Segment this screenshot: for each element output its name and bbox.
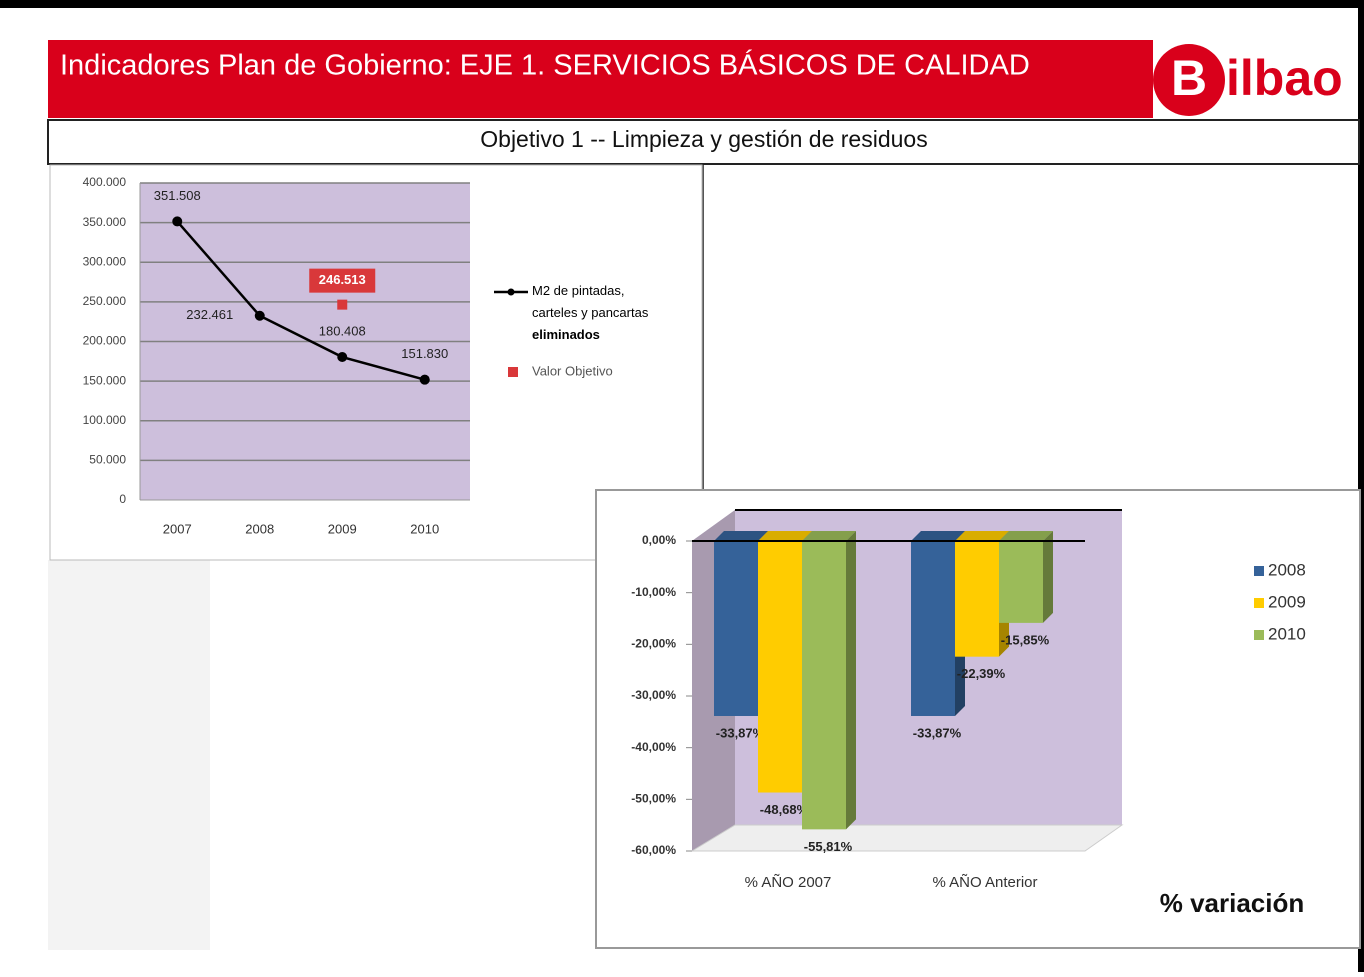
y-tick-label: 350.000 xyxy=(83,215,127,229)
y-tick-label: 100.000 xyxy=(83,413,127,427)
x-tick-label: % AÑO Anterior xyxy=(932,874,1037,891)
bar-top xyxy=(714,531,768,541)
data-label: 180.408 xyxy=(319,323,366,338)
bar-side xyxy=(846,531,856,830)
y-tick-label: -10,00% xyxy=(631,585,676,599)
legend-label: 2008 xyxy=(1268,560,1306,579)
data-label: 351.508 xyxy=(154,188,201,203)
y-tick-label: 150.000 xyxy=(83,373,127,387)
data-label: -55,81% xyxy=(804,839,853,854)
x-tick-label: 2010 xyxy=(410,521,439,536)
floor xyxy=(690,824,1124,852)
legend-label: 2010 xyxy=(1268,624,1306,643)
y-tick-label: -60,00% xyxy=(631,843,676,857)
logo-initial: B xyxy=(1171,50,1207,106)
legend-label: M2 de pintadas, carteles y pancartas elimi… xyxy=(532,283,649,342)
bar-top xyxy=(999,531,1053,541)
logo-text: ilbao xyxy=(1226,50,1343,106)
y-tick-label: 50.000 xyxy=(89,453,126,467)
legend-label: Valor Objetivo xyxy=(532,363,613,378)
right-border xyxy=(1358,0,1364,972)
bar-top xyxy=(955,531,1009,541)
logo-circle xyxy=(1153,44,1225,116)
data-label: 232.461 xyxy=(186,307,233,322)
x-tick-label: 2008 xyxy=(245,521,274,536)
data-label: -48,68% xyxy=(760,802,809,817)
left-panel xyxy=(48,560,210,950)
point xyxy=(419,374,430,385)
header-title: Indicadores Plan de Gobierno: EJE 1. SER… xyxy=(60,49,1030,82)
y-tick-label: 300.000 xyxy=(83,254,127,268)
y-tick-label: -30,00% xyxy=(631,688,676,702)
data-label: 151.830 xyxy=(401,346,448,361)
data-label: -33,87% xyxy=(716,725,765,740)
bar xyxy=(999,541,1043,623)
point xyxy=(254,310,265,321)
legend-point xyxy=(507,288,515,296)
data-label: -33,87% xyxy=(913,725,962,740)
x-tick-label: % AÑO 2007 xyxy=(745,874,832,891)
legend-marker xyxy=(1254,566,1264,576)
legend-label: 2009 xyxy=(1268,592,1306,611)
point xyxy=(172,216,183,227)
legend-marker xyxy=(1254,630,1264,640)
x-tick-label: 2009 xyxy=(328,521,357,536)
point xyxy=(337,352,348,363)
y-tick-label: -40,00% xyxy=(631,740,676,754)
header-bar xyxy=(48,40,1153,118)
legend-marker xyxy=(1254,598,1264,608)
subtitle: Objetivo 1 -- Limpieza y gestión de resi… xyxy=(480,126,927,152)
chart-title: % variación xyxy=(1160,888,1305,918)
data-label: -15,85% xyxy=(1001,632,1050,647)
subtitle-box xyxy=(47,119,1360,165)
bar-side xyxy=(1043,531,1053,623)
y-tick-label: -50,00% xyxy=(631,792,676,806)
bar-top xyxy=(758,531,812,541)
x-tick-label: 2007 xyxy=(163,521,192,536)
y-tick-label: 400.000 xyxy=(83,175,127,189)
top-border xyxy=(0,0,1364,8)
bar xyxy=(802,541,846,830)
y-tick-label: 250.000 xyxy=(83,294,127,308)
bar xyxy=(758,541,802,793)
target-marker xyxy=(337,299,348,310)
y-tick-label: 0,00% xyxy=(642,533,676,547)
bar xyxy=(714,541,758,716)
bar xyxy=(955,541,999,657)
bar-top xyxy=(802,531,856,541)
target-label: 246.513 xyxy=(319,272,366,287)
y-tick-label: -20,00% xyxy=(631,637,676,651)
bar-top xyxy=(911,531,965,541)
data-label: -22,39% xyxy=(957,666,1006,681)
bar xyxy=(911,541,955,716)
line xyxy=(176,220,426,381)
target-label-box xyxy=(309,268,376,293)
y-tick-label: 0 xyxy=(119,492,126,506)
legend-marker xyxy=(508,367,518,377)
y-tick-label: 200.000 xyxy=(83,334,127,348)
